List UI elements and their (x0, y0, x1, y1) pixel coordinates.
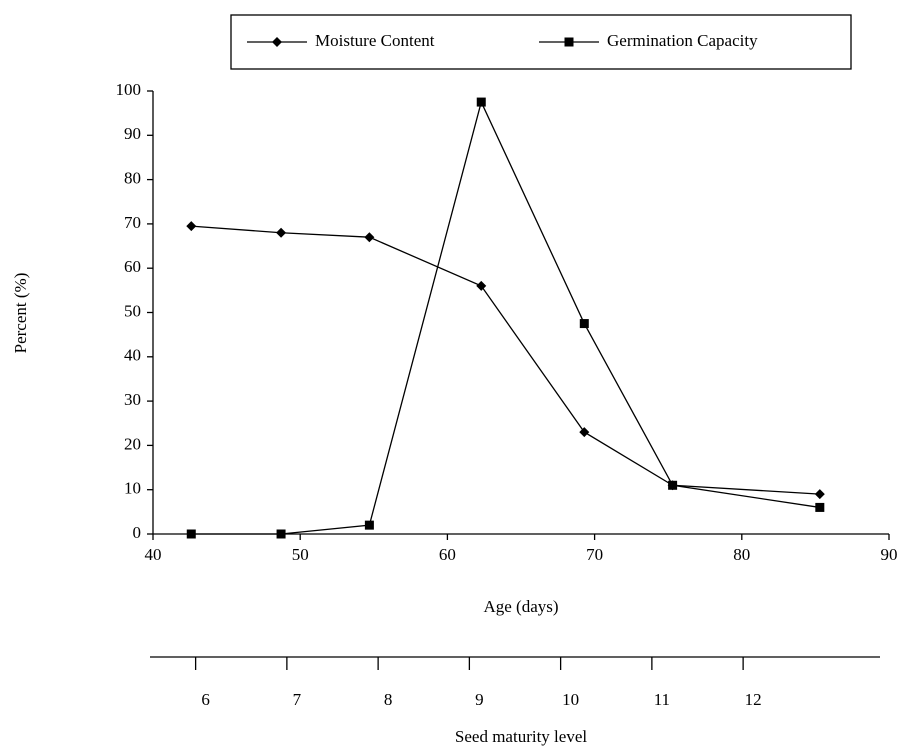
x2-tick-label: 10 (562, 690, 579, 709)
marker (364, 520, 374, 530)
x2-axis-label: Seed maturity level (455, 727, 587, 746)
marker (364, 232, 375, 243)
x-tick-label: 80 (733, 545, 750, 564)
marker (814, 489, 825, 500)
series-line (191, 225, 820, 495)
marker (276, 227, 287, 238)
marker (276, 529, 286, 539)
marker (564, 37, 574, 47)
marker (272, 37, 282, 47)
marker (186, 529, 196, 539)
x2-tick-label: 8 (384, 690, 393, 709)
y-tick-label: 30 (124, 390, 141, 409)
x-tick-label: 40 (145, 545, 162, 564)
marker (476, 97, 486, 107)
x2-tick-label: 9 (475, 690, 484, 709)
x-axis-label: Age (days) (483, 597, 558, 616)
marker (476, 280, 487, 291)
y-tick-label: 40 (124, 346, 141, 365)
x-tick-label: 50 (292, 545, 309, 564)
x2-tick-label: 7 (293, 690, 302, 709)
y-tick-label: 60 (124, 257, 141, 276)
legend-box (230, 14, 852, 70)
y-tick-label: 0 (133, 523, 142, 542)
marker (579, 427, 590, 438)
y-tick-label: 10 (124, 479, 141, 498)
marker (668, 480, 678, 490)
marker (815, 502, 825, 512)
y-tick-label: 20 (124, 434, 141, 453)
x2-tick-label: 11 (654, 690, 670, 709)
series-line (191, 100, 820, 535)
marker (186, 221, 197, 232)
y-tick-label: 50 (124, 301, 141, 320)
x-tick-label: 90 (881, 545, 898, 564)
marker (579, 319, 589, 329)
x2-tick-label: 6 (201, 690, 210, 709)
legend-label: Moisture Content (315, 31, 435, 50)
y-tick-label: 70 (124, 213, 141, 232)
y-tick-label: 100 (116, 80, 142, 99)
legend-label: Germination Capacity (607, 31, 758, 50)
y-axis-label: Percent (%) (11, 273, 30, 354)
y-tick-label: 80 (124, 169, 141, 188)
y-tick-label: 90 (124, 124, 141, 143)
x-tick-label: 70 (586, 545, 603, 564)
x-tick-label: 60 (439, 545, 456, 564)
x2-tick-label: 12 (745, 690, 762, 709)
